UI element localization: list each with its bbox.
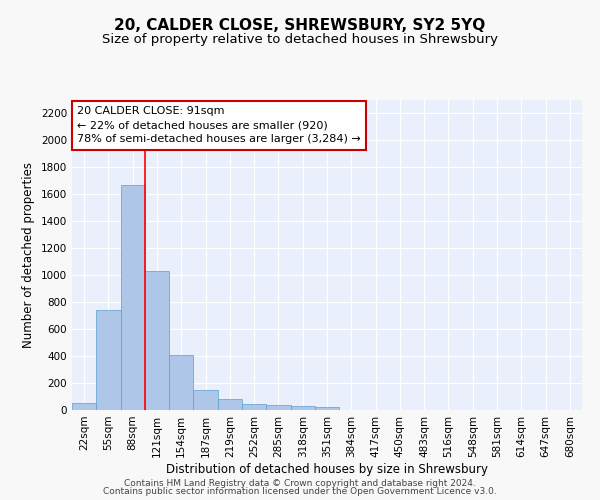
Bar bbox=[193, 390, 218, 410]
Bar bbox=[290, 406, 315, 410]
Text: Size of property relative to detached houses in Shrewsbury: Size of property relative to detached ho… bbox=[102, 32, 498, 46]
Bar bbox=[145, 271, 169, 410]
Bar bbox=[218, 399, 242, 410]
Text: Contains public sector information licensed under the Open Government Licence v3: Contains public sector information licen… bbox=[103, 487, 497, 496]
Text: 20 CALDER CLOSE: 91sqm
← 22% of detached houses are smaller (920)
78% of semi-de: 20 CALDER CLOSE: 91sqm ← 22% of detached… bbox=[77, 106, 361, 144]
Bar bbox=[242, 404, 266, 410]
Bar bbox=[96, 310, 121, 410]
Bar bbox=[315, 408, 339, 410]
Bar bbox=[121, 185, 145, 410]
Bar bbox=[169, 356, 193, 410]
Bar bbox=[266, 404, 290, 410]
Text: 20, CALDER CLOSE, SHREWSBURY, SY2 5YQ: 20, CALDER CLOSE, SHREWSBURY, SY2 5YQ bbox=[115, 18, 485, 32]
Y-axis label: Number of detached properties: Number of detached properties bbox=[22, 162, 35, 348]
Bar bbox=[72, 404, 96, 410]
Text: Contains HM Land Registry data © Crown copyright and database right 2024.: Contains HM Land Registry data © Crown c… bbox=[124, 478, 476, 488]
X-axis label: Distribution of detached houses by size in Shrewsbury: Distribution of detached houses by size … bbox=[166, 462, 488, 475]
